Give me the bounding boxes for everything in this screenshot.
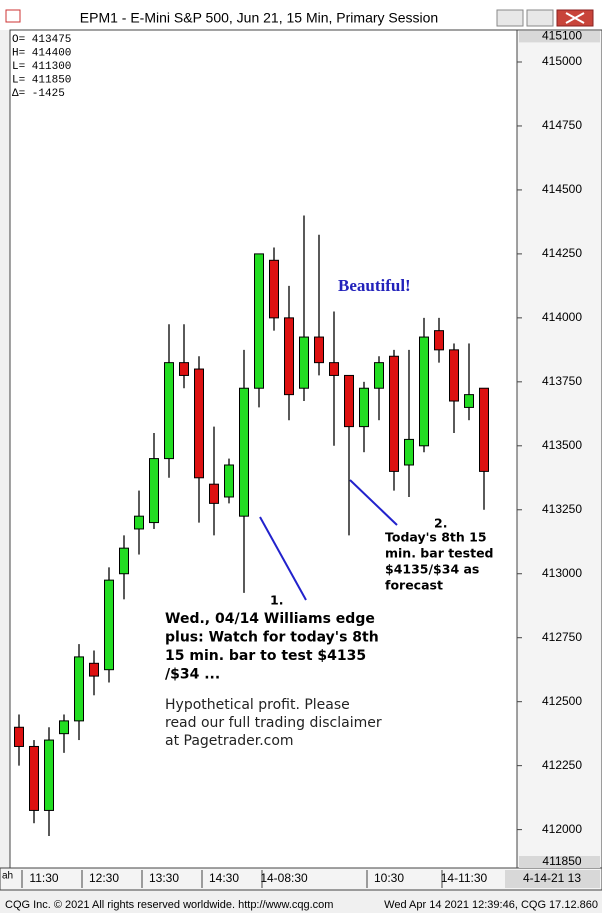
annotation-number: 2. xyxy=(434,516,447,531)
y-tick-label: 412500 xyxy=(542,694,582,708)
candle-body xyxy=(224,464,234,498)
footer-right: Wed Apr 14 2021 12:39:46, CQG 17.12.860 xyxy=(384,899,598,911)
price-axis xyxy=(516,29,602,869)
candle-body xyxy=(389,355,399,472)
info-line: Δ= -1425 xyxy=(12,88,65,100)
y-tick-label: 412250 xyxy=(542,758,582,772)
candle-body xyxy=(254,253,264,389)
axis-corner-label: 4-14-21 13 xyxy=(523,871,581,885)
annotation-arrow xyxy=(349,479,398,526)
annotation-text: Wed., 04/14 Williams edge xyxy=(165,611,375,627)
annotation-text: forecast xyxy=(385,578,443,593)
candle-body xyxy=(134,515,144,530)
disclaimer-text: Hypothetical profit. Please xyxy=(165,697,350,713)
annotation-number: 1. xyxy=(270,593,283,608)
candle-body xyxy=(104,579,114,671)
price-highlight xyxy=(519,30,600,43)
candle-body xyxy=(89,662,99,677)
candle-body xyxy=(239,387,249,517)
y-tick-label: 412000 xyxy=(542,822,582,836)
candle-body xyxy=(44,739,54,811)
app-icon xyxy=(5,9,21,23)
candle-body xyxy=(404,438,414,466)
annotation-beautiful: Beautiful! xyxy=(338,276,411,295)
info-line: O= 413475 xyxy=(12,34,71,46)
x-tick-label: 14-11:30 xyxy=(441,871,488,885)
x-tick-label: 13:30 xyxy=(149,871,179,885)
y-tick-label: 413750 xyxy=(542,374,582,388)
x-tick-label: 11:30 xyxy=(29,871,58,885)
annotation-text: min. bar tested xyxy=(385,546,494,561)
candle-body xyxy=(269,259,279,319)
maximize-button[interactable] xyxy=(526,9,554,27)
candle-body xyxy=(284,317,294,396)
close-icon xyxy=(565,12,585,24)
candle-body xyxy=(194,368,204,479)
info-line: L= 411850 xyxy=(12,74,71,86)
window-title: EPM1 - E-Mini S&P 500, Jun 21, 15 Min, P… xyxy=(80,10,438,26)
candle-body xyxy=(449,349,459,402)
x-tick-label: 14:30 xyxy=(209,871,239,885)
time-axis xyxy=(0,867,602,891)
candle-body xyxy=(464,394,474,408)
corner-label: ah xyxy=(2,871,13,882)
candle-body xyxy=(314,336,324,364)
x-tick-label: 10:30 xyxy=(374,871,404,885)
candle-body xyxy=(329,362,339,376)
annotation-text: /$34 ... xyxy=(165,667,220,683)
candle-body xyxy=(119,547,129,575)
candle-body xyxy=(434,330,444,351)
x-tick-label: 14-08:30 xyxy=(260,871,308,885)
candle-body xyxy=(299,336,309,389)
y-tick-label: 414250 xyxy=(542,246,582,260)
candle-body xyxy=(29,745,39,811)
minimize-button[interactable] xyxy=(496,9,524,27)
x-tick-label: 12:30 xyxy=(89,871,119,885)
y-tick-label: 413000 xyxy=(542,566,582,580)
price-highlight xyxy=(519,856,600,868)
info-line: L= 411300 xyxy=(12,61,71,73)
footer-left: CQG Inc. © 2021 All rights reserved worl… xyxy=(5,899,333,911)
candle-body xyxy=(179,362,189,376)
candle-body xyxy=(479,387,489,472)
candle-body xyxy=(74,656,84,722)
y-tick-label: 413250 xyxy=(542,502,582,516)
y-tick-label: 414750 xyxy=(542,118,582,132)
annotation-text: plus: Watch for today's 8th xyxy=(165,630,379,646)
candle-body xyxy=(209,483,219,504)
candle-body xyxy=(59,720,69,735)
y-tick-label: 413500 xyxy=(542,438,582,452)
corner-box xyxy=(505,870,600,888)
annotation-text: 15 min. bar to test $4135 xyxy=(165,648,366,664)
candle-body xyxy=(14,726,24,747)
y-tick-label: 414500 xyxy=(542,182,582,196)
annotation-text: Today's 8th 15 xyxy=(385,530,487,545)
candle-body xyxy=(149,458,159,524)
candle-body xyxy=(374,362,384,389)
annotation-text: $4135/$34 as xyxy=(385,562,479,577)
edge-label: 411850 xyxy=(542,854,581,868)
candle-body xyxy=(419,336,429,447)
candle-body xyxy=(344,374,354,428)
candle-body xyxy=(359,387,369,428)
disclaimer-text: at Pagetrader.com xyxy=(165,733,294,749)
candle-body xyxy=(164,362,174,460)
y-tick-label: 414000 xyxy=(542,310,582,324)
y-tick-label: 415000 xyxy=(542,54,582,68)
disclaimer-text: read our full trading disclaimer xyxy=(165,715,382,731)
y-tick-label: 412750 xyxy=(542,630,582,644)
edge-label: 415100 xyxy=(542,29,582,43)
annotation-arrow xyxy=(259,516,307,601)
info-line: H= 414400 xyxy=(12,47,71,59)
plot-area xyxy=(9,29,518,869)
